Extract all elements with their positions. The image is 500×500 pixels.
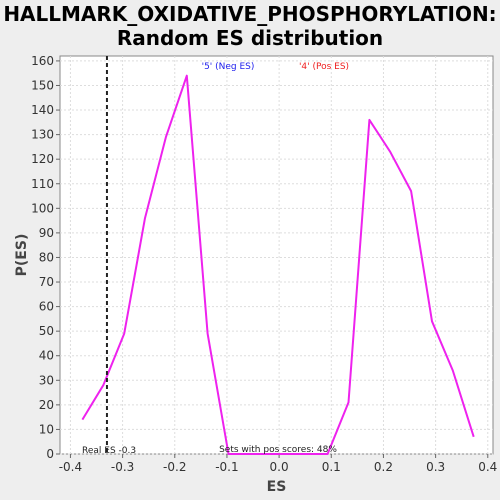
axis-ticks: 0 10 20 30 40 50 60 70 80 90 100 110 120 130 140 150 160… [31, 54, 497, 474]
y-tick-label: 80 [39, 250, 54, 264]
x-tick-label: 0.0 [270, 460, 289, 474]
x-tick-label: 0.1 [322, 460, 341, 474]
y-tick-label: 160 [31, 54, 54, 68]
sets-pos-annotation: Sets with pos scores: 48% [219, 445, 337, 455]
real-es-annotation: Real ES -0.3 [82, 446, 136, 456]
x-tick-label: -0.2 [163, 460, 186, 474]
x-tick-label: 0.2 [374, 460, 393, 474]
y-tick-label: 70 [39, 275, 54, 289]
y-tick-label: 100 [31, 201, 54, 215]
neg-es-annotation: '5' (Neg ES) [202, 62, 255, 72]
x-tick-label: -0.4 [59, 460, 82, 474]
es-distribution-line [81, 74, 475, 455]
y-tick-label: 40 [39, 349, 54, 363]
pos-es-annotation: '4' (Pos ES) [299, 62, 349, 72]
x-tick-label: 0.3 [426, 460, 445, 474]
y-axis-label: P(ES) [14, 234, 30, 277]
y-tick-label: 140 [31, 103, 54, 117]
y-tick-label: 10 [39, 422, 54, 436]
y-tick-label: 50 [39, 324, 54, 338]
x-tick-label: -0.3 [111, 460, 134, 474]
grid-lines [60, 56, 493, 455]
y-tick-label: 30 [39, 373, 54, 387]
y-tick-label: 110 [31, 177, 54, 191]
y-tick-label: 120 [31, 152, 54, 166]
y-tick-label: 90 [39, 226, 54, 240]
chart-title-line1: HALLMARK_OXIDATIVE_PHOSPHORYLATION: [3, 2, 497, 26]
plot-area [59, 55, 494, 455]
y-tick-label: 130 [31, 128, 54, 142]
chart-subtitle: Random ES distribution [116, 26, 384, 50]
x-tick-label: 0.4 [478, 460, 497, 474]
y-tick-label: 60 [39, 300, 54, 314]
series-layer [81, 74, 475, 455]
y-tick-label: 20 [39, 398, 54, 412]
x-tick-label: -0.1 [215, 460, 238, 474]
y-tick-label: 150 [31, 78, 54, 92]
y-tick-label: 0 [46, 447, 54, 461]
x-axis-label: ES [267, 479, 287, 495]
chart-title: HALLMARK_OXIDATIVE_PHOSPHORYLATION: Rand… [0, 2, 500, 50]
